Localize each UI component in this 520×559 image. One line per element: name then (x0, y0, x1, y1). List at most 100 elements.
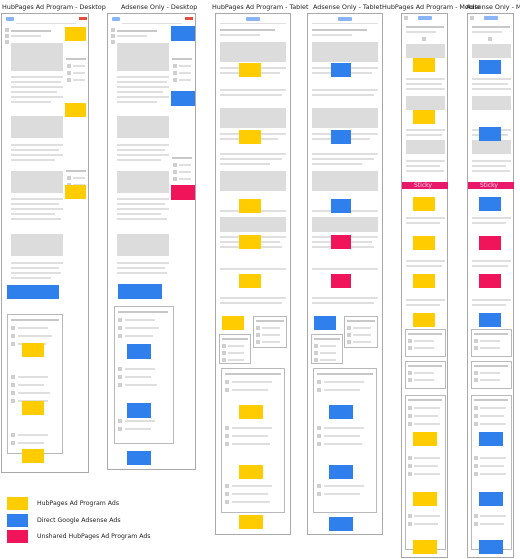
adsense-ad (171, 26, 195, 41)
adsense-ad (127, 344, 151, 359)
sidebar-line (73, 65, 85, 67)
adsense-ad (7, 285, 59, 299)
comments-section (313, 368, 377, 513)
adsense-ad (479, 127, 501, 141)
text-line (11, 154, 63, 156)
hubpages-ad (239, 199, 261, 213)
article-title (11, 30, 51, 32)
unshared-hubpages-ad (171, 185, 195, 200)
hubpages-ad (239, 515, 263, 529)
hubpages-ad (413, 313, 435, 327)
text-line (11, 101, 51, 103)
thumb-icon (67, 176, 71, 180)
adsense-ad (171, 91, 195, 106)
site-logo (112, 17, 120, 21)
hubpages-ad (22, 449, 44, 463)
hubpages-ad (239, 465, 263, 479)
nav-bar (16, 23, 76, 24)
hubpages-ad (222, 316, 244, 330)
adsense-ad (479, 432, 503, 446)
hubpages-ad (239, 63, 261, 77)
article-image (11, 171, 63, 193)
adsense-ad (118, 284, 162, 299)
adsense-ad (329, 517, 353, 531)
thumb-icon (67, 71, 71, 75)
article-image (11, 116, 63, 138)
text-line (11, 262, 63, 264)
column-title-adsense-desktop: Adsense Only - Desktop (121, 3, 198, 11)
text-line (11, 91, 57, 93)
legend-label-hubpages: HubPages Ad Program Ads (37, 500, 120, 507)
unshared-hubpages-ad (479, 274, 501, 288)
comments-section (114, 306, 174, 444)
sidebar-line (73, 177, 85, 179)
site-logo (484, 16, 498, 20)
hubpages-ad (413, 274, 435, 288)
thumb-icon (67, 78, 71, 82)
article-image (117, 43, 169, 71)
share-icon (5, 28, 9, 32)
article-image (11, 43, 63, 71)
column-title-hubpages-desktop: HubPages Ad Program - Desktop (2, 3, 106, 11)
legend-label-adsense: Direct Google Adsense Ads (37, 517, 121, 524)
menu-icon (470, 16, 474, 20)
hubpages-mobile-page (401, 13, 448, 558)
site-logo (418, 16, 432, 20)
unshared-hubpages-ad (479, 236, 501, 250)
comments-section (405, 395, 446, 550)
sidebar-heading (66, 170, 86, 172)
adsense-ad (479, 313, 501, 327)
hubpages-ad (413, 492, 437, 506)
adsense-ad (314, 316, 336, 330)
adsense-tablet-page (307, 13, 383, 535)
legend-swatch-hubpages (7, 497, 28, 510)
adsense-mobile-page (467, 13, 514, 558)
text-line (11, 267, 59, 269)
menu-icon (404, 16, 408, 20)
nav-bar (122, 23, 182, 24)
text-line (11, 272, 61, 274)
article-byline (11, 35, 41, 37)
adsense-ad (479, 197, 501, 211)
article-image (11, 234, 63, 256)
site-logo (246, 17, 260, 21)
share-icon (5, 40, 9, 44)
hubpages-ad (413, 110, 435, 124)
share-icon (5, 34, 9, 38)
adsense-desktop-page (107, 13, 196, 470)
article-image (117, 171, 169, 193)
article-image (117, 234, 169, 256)
hubpages-ad (239, 405, 263, 419)
text-line (11, 208, 63, 210)
hubpages-ad (413, 432, 437, 446)
legend-swatch-unshared (7, 530, 28, 543)
text-line (11, 198, 63, 200)
header-button (79, 17, 87, 20)
sidebar-heading (66, 58, 86, 60)
adsense-ad (331, 63, 351, 77)
hubpages-ad (239, 274, 261, 288)
adsense-ad (127, 403, 151, 418)
unshared-hubpages-ad (331, 235, 351, 249)
sticky-unshared-hubpages-ad: Sticky (468, 182, 514, 189)
adsense-ad (329, 465, 353, 479)
adsense-ad (479, 492, 503, 506)
sidebar-line (73, 72, 85, 74)
adsense-ad (331, 130, 351, 144)
comments-section (7, 314, 63, 454)
adsense-ad (479, 60, 501, 74)
header-button (185, 17, 193, 20)
hubpages-ad (65, 27, 86, 41)
column-title-hubpages-tablet: HubPages Ad Program - Tablet (212, 3, 309, 11)
text-line (11, 213, 55, 215)
hubpages-ad (239, 130, 261, 144)
unshared-hubpages-ad (331, 274, 351, 288)
hubpages-ad (413, 236, 435, 250)
text-line (11, 159, 55, 161)
hubpages-ad (413, 197, 435, 211)
adsense-ad (331, 199, 351, 213)
text-line (11, 144, 63, 146)
text-line (11, 149, 59, 151)
text-line (11, 76, 63, 78)
hubpages-ad (413, 58, 435, 72)
